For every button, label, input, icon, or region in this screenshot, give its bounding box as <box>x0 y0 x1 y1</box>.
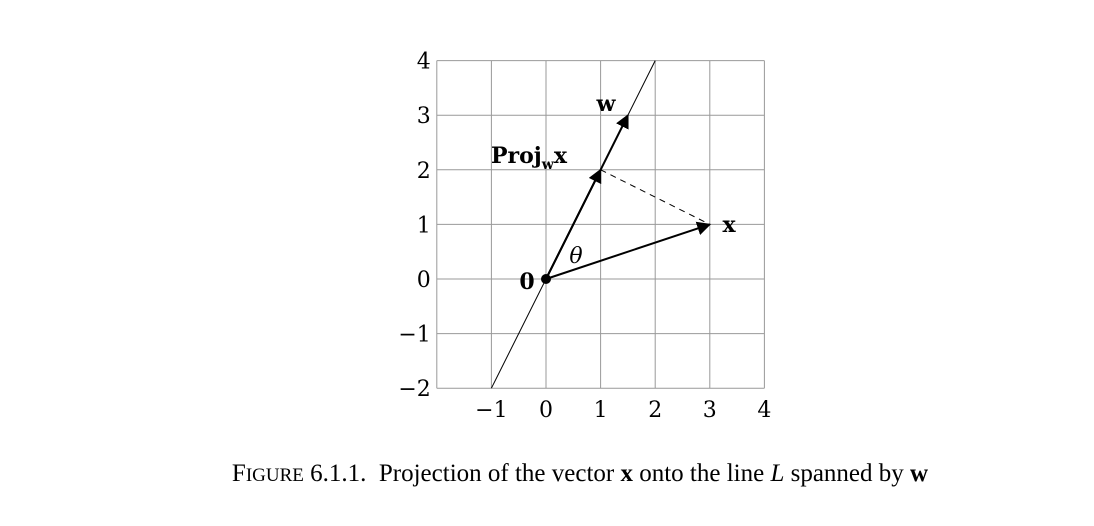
y-tick-label: 0 <box>417 268 431 293</box>
y-tick-label: −2 <box>398 377 430 402</box>
origin-point <box>541 274 551 284</box>
y-tick-label: −1 <box>398 323 430 348</box>
x-axis-ticks: −1 0 1 2 3 4 <box>475 398 771 423</box>
x-tick-label: 3 <box>703 398 717 423</box>
x-tick-label: 1 <box>594 398 608 423</box>
x-tick-label: −1 <box>475 398 507 423</box>
label-origin: 0 <box>519 269 534 295</box>
vector-projection <box>545 168 602 280</box>
y-tick-label: 1 <box>417 213 431 238</box>
x-tick-label: 0 <box>539 398 553 423</box>
label-w: w <box>596 91 617 117</box>
y-tick-label: 4 <box>417 50 431 75</box>
y-axis-ticks: −2 −1 0 1 2 3 4 <box>398 50 430 403</box>
perpendicular-dashed-line <box>600 169 711 225</box>
y-tick-label: 2 <box>417 159 431 184</box>
vector-x <box>545 221 712 280</box>
label-x: x <box>722 212 736 238</box>
x-tick-label: 2 <box>648 398 662 423</box>
x-tick-label: 4 <box>757 398 771 423</box>
figure-caption: FIGURE 6.1.1. Projection of the vector x… <box>232 460 928 487</box>
label-projection: Projwx <box>491 143 568 173</box>
y-tick-label: 3 <box>417 104 431 129</box>
label-theta: θ <box>569 244 582 269</box>
